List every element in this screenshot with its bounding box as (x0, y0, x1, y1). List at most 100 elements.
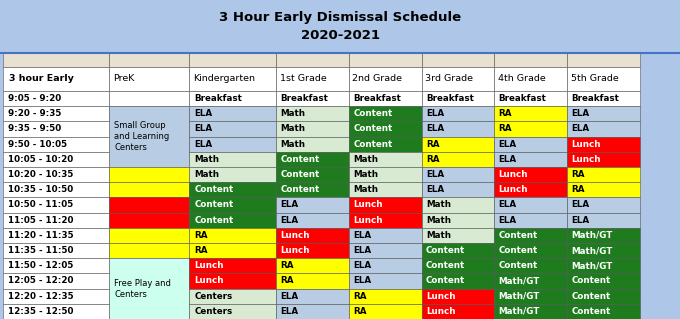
Bar (276, 258, 349, 273)
Text: Breakfast: Breakfast (571, 94, 619, 103)
Text: Breakfast: Breakfast (194, 94, 242, 103)
Bar (109, 197, 189, 212)
Bar (109, 243, 189, 258)
Text: RA: RA (426, 140, 439, 149)
Text: 10:50 - 11:05: 10:50 - 11:05 (7, 200, 73, 210)
Bar (567, 197, 640, 212)
Bar (494, 106, 567, 121)
Text: ELA: ELA (194, 124, 212, 133)
Text: Kindergarten: Kindergarten (193, 74, 256, 84)
Text: 9:05 - 9:20: 9:05 - 9:20 (7, 94, 61, 103)
Text: 3 hour Early: 3 hour Early (9, 74, 73, 84)
Text: Content: Content (426, 246, 465, 255)
Bar (349, 228, 422, 243)
Text: Lunch: Lunch (426, 292, 456, 301)
Text: 2nd Grade: 2nd Grade (352, 74, 403, 84)
Text: Math: Math (426, 216, 451, 225)
Bar (3, 167, 109, 182)
Text: Free Play and
Centers: Free Play and Centers (114, 278, 171, 299)
Bar (276, 243, 349, 258)
Bar (494, 182, 567, 197)
Bar (422, 228, 494, 243)
Text: ELA: ELA (498, 216, 517, 225)
Bar (567, 53, 640, 67)
Bar (276, 289, 349, 304)
Bar (422, 91, 494, 106)
Text: Content: Content (426, 261, 465, 270)
Text: 10:20 - 10:35: 10:20 - 10:35 (7, 170, 73, 179)
Bar (276, 91, 349, 106)
Bar (494, 137, 567, 152)
Bar (276, 137, 349, 152)
Bar (349, 121, 422, 137)
Bar (3, 243, 109, 258)
Bar (567, 137, 640, 152)
Text: RA: RA (194, 231, 208, 240)
Text: Math: Math (353, 170, 378, 179)
Text: ELA: ELA (353, 246, 371, 255)
Text: Content: Content (498, 246, 538, 255)
Bar (494, 243, 567, 258)
Text: Breakfast: Breakfast (280, 94, 328, 103)
Text: Content: Content (353, 124, 392, 133)
Bar (349, 212, 422, 228)
Text: Math: Math (426, 200, 451, 210)
Text: Breakfast: Breakfast (498, 94, 547, 103)
Bar (349, 106, 422, 121)
Text: Lunch: Lunch (571, 155, 601, 164)
Text: RA: RA (280, 261, 294, 270)
Bar (3, 152, 109, 167)
Text: Math/GT: Math/GT (571, 261, 613, 270)
Bar (109, 167, 189, 182)
Bar (276, 304, 349, 319)
Bar (276, 182, 349, 197)
Text: ELA: ELA (280, 200, 299, 210)
Bar (109, 53, 189, 67)
Bar (422, 53, 494, 67)
Bar (349, 273, 422, 289)
Text: Breakfast: Breakfast (353, 94, 401, 103)
Text: Math: Math (280, 124, 305, 133)
Bar (276, 152, 349, 167)
Text: Math/GT: Math/GT (498, 307, 540, 316)
Text: Small Group
and Learning
Centers: Small Group and Learning Centers (114, 121, 170, 152)
Bar (189, 67, 276, 91)
Text: 5th Grade: 5th Grade (571, 74, 619, 84)
Bar (494, 197, 567, 212)
Text: Lunch: Lunch (498, 170, 528, 179)
Text: PreK: PreK (113, 74, 134, 84)
Bar (567, 289, 640, 304)
Bar (422, 167, 494, 182)
Bar (189, 304, 276, 319)
Bar (349, 152, 422, 167)
Bar (109, 91, 189, 106)
Text: ELA: ELA (426, 185, 444, 194)
Text: ELA: ELA (194, 109, 212, 118)
Bar (567, 228, 640, 243)
Text: ELA: ELA (280, 292, 299, 301)
Text: 11:35 - 11:50: 11:35 - 11:50 (7, 246, 73, 255)
Bar (422, 289, 494, 304)
Bar (494, 289, 567, 304)
Bar (189, 258, 276, 273)
Bar (189, 167, 276, 182)
Text: ELA: ELA (353, 277, 371, 286)
Text: 12:35 - 12:50: 12:35 - 12:50 (7, 307, 73, 316)
Text: 11:20 - 11:35: 11:20 - 11:35 (7, 231, 73, 240)
Bar (422, 212, 494, 228)
Bar (494, 212, 567, 228)
Text: 12:20 - 12:35: 12:20 - 12:35 (7, 292, 73, 301)
Bar (567, 91, 640, 106)
Text: Math/GT: Math/GT (571, 246, 613, 255)
Text: RA: RA (194, 246, 208, 255)
Text: Lunch: Lunch (353, 216, 383, 225)
Bar (349, 258, 422, 273)
Bar (422, 152, 494, 167)
Text: 4th Grade: 4th Grade (498, 74, 546, 84)
Text: Content: Content (280, 155, 320, 164)
Text: ELA: ELA (353, 231, 371, 240)
Bar (567, 121, 640, 137)
Bar (422, 273, 494, 289)
Text: ELA: ELA (426, 124, 444, 133)
Bar (189, 273, 276, 289)
